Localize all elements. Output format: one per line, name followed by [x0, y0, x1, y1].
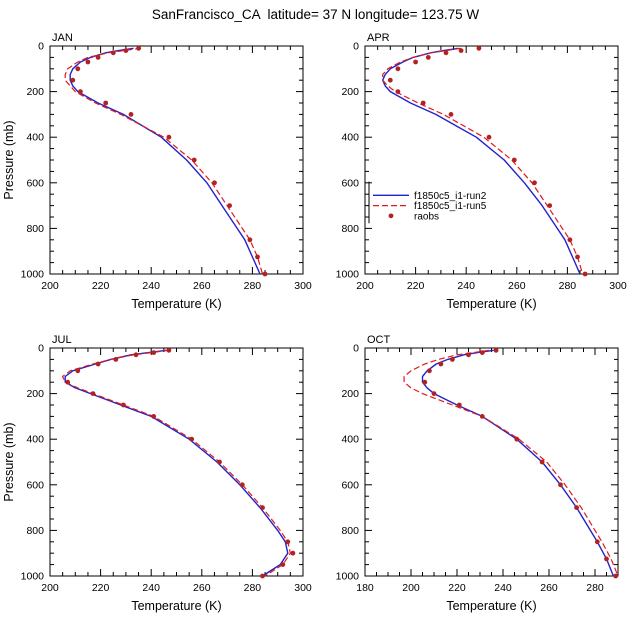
y-tick-label: 200 [341, 86, 359, 98]
y-tick-label: 400 [341, 434, 359, 446]
y-tick-label: 1000 [336, 571, 360, 583]
x-tick-label: 300 [294, 280, 312, 292]
panels-grid: JAN 200 220 240 260 280 300 0 200 400 600 800 1000 Te… [0, 28, 631, 632]
plot-frame [364, 347, 619, 577]
x-tick-label: 280 [244, 582, 262, 594]
legend-label-raobs: raobs [414, 211, 439, 222]
x-tick-label: 260 [508, 280, 526, 292]
panel-oct: OCT 180 200 220 240 260 280 0 200 400 600 800 1000 Te… [315, 330, 631, 632]
panel-jan-chart: JAN 200 220 240 260 280 300 0 200 400 600 800 1000 Te… [2, 32, 312, 311]
x-tick-label: 200 [41, 280, 59, 292]
series-run5-line [61, 349, 291, 577]
x-tick-label: 260 [193, 582, 211, 594]
panel-month-label: OCT [367, 334, 391, 346]
figure-title: SanFrancisco_CA latitude= 37 N longitude… [151, 7, 480, 22]
y-tick-label: 800 [341, 525, 359, 537]
y-tick-label: 200 [341, 388, 359, 400]
legend-sample-raobs [388, 213, 394, 219]
x-axis-label: Temperature (K) [131, 297, 221, 311]
y-tick-label: 200 [26, 388, 44, 400]
y-tick-label: 600 [341, 479, 359, 491]
series-run5-line [382, 47, 584, 275]
x-tick-label: 220 [448, 582, 466, 594]
y-tick-label: 400 [26, 132, 44, 144]
plot-frame [49, 45, 304, 275]
plot-frame [49, 347, 304, 577]
series-run5-line [64, 47, 264, 275]
x-tick-label: 280 [559, 280, 577, 292]
x-tick-label: 200 [356, 280, 374, 292]
y-tick-label: 400 [26, 434, 44, 446]
x-tick-label: 240 [142, 582, 160, 594]
y-tick-label: 800 [341, 223, 359, 235]
panel-oct-chart: OCT 180 200 220 240 260 280 0 200 400 600 800 1000 Te… [336, 334, 619, 613]
y-tick-label: 0 [38, 343, 44, 355]
series-raobs-dots [65, 347, 296, 579]
x-tick-label: 280 [244, 280, 262, 292]
panel-jan: JAN 200 220 240 260 280 300 0 200 400 600 800 1000 Te… [0, 28, 315, 330]
y-tick-label: 600 [341, 177, 359, 189]
legend-label-run2: f1850c5_i1-run2 [414, 191, 487, 202]
y-axis-label: Pressure (mb) [2, 422, 16, 501]
axis-ticks [364, 347, 619, 577]
y-tick-label: 0 [353, 41, 359, 53]
axis-ticks [49, 347, 304, 577]
y-tick-label: 1000 [21, 571, 45, 583]
x-axis-label: Temperature (K) [446, 297, 536, 311]
series-raobs-dots [387, 45, 588, 277]
x-tick-label: 260 [193, 280, 211, 292]
panel-month-label: JAN [52, 32, 73, 44]
x-tick-label: 300 [609, 280, 627, 292]
x-tick-label: 240 [494, 582, 512, 594]
x-tick-label: 240 [142, 280, 160, 292]
x-axis-label: Temperature (K) [446, 599, 536, 613]
y-axis-label: Pressure (mb) [2, 120, 16, 199]
series-run2-line [381, 47, 581, 275]
axis-ticks [49, 45, 304, 275]
x-tick-label: 300 [294, 582, 312, 594]
x-tick-label: 220 [407, 280, 425, 292]
panel-apr-chart: APR 200 220 240 260 280 300 0 200 400 600 800 1000 Te… [336, 32, 627, 311]
y-tick-label: 0 [38, 41, 44, 53]
x-tick-label: 220 [92, 582, 110, 594]
y-tick-label: 600 [26, 479, 44, 491]
legend-label-run5: f1850c5_i1-run5 [414, 201, 487, 212]
panel-month-label: JUL [52, 334, 72, 346]
y-tick-label: 600 [26, 177, 44, 189]
y-tick-label: 200 [26, 86, 44, 98]
y-tick-label: 0 [353, 343, 359, 355]
y-tick-label: 400 [341, 132, 359, 144]
panel-jul: JUL 200 220 240 260 280 300 0 200 400 600 800 1000 Te… [0, 330, 315, 632]
series-raobs-dots [70, 45, 268, 277]
x-tick-label: 260 [540, 582, 558, 594]
series-run5-line [403, 349, 619, 577]
y-tick-label: 1000 [336, 269, 360, 281]
series-run2-line [421, 349, 615, 577]
x-tick-label: 220 [92, 280, 110, 292]
panel-jul-chart: JUL 200 220 240 260 280 300 0 200 400 600 800 1000 Te… [2, 334, 312, 613]
series-run2-line [64, 349, 289, 577]
x-tick-label: 200 [41, 582, 59, 594]
y-tick-label: 800 [26, 525, 44, 537]
x-tick-label: 200 [402, 582, 420, 594]
panel-apr: APR 200 220 240 260 280 300 0 200 400 600 800 1000 Te… [315, 28, 631, 330]
plot-frame [364, 45, 619, 275]
x-tick-label: 240 [457, 280, 475, 292]
x-tick-label: 280 [586, 582, 604, 594]
y-tick-label: 800 [26, 223, 44, 235]
y-tick-label: 1000 [21, 269, 45, 281]
axis-ticks [364, 45, 619, 275]
panel-month-label: APR [367, 32, 390, 44]
x-axis-label: Temperature (K) [131, 599, 221, 613]
x-tick-label: 180 [356, 582, 374, 594]
series-raobs-dots [422, 347, 619, 579]
series-run2-line [69, 47, 261, 275]
